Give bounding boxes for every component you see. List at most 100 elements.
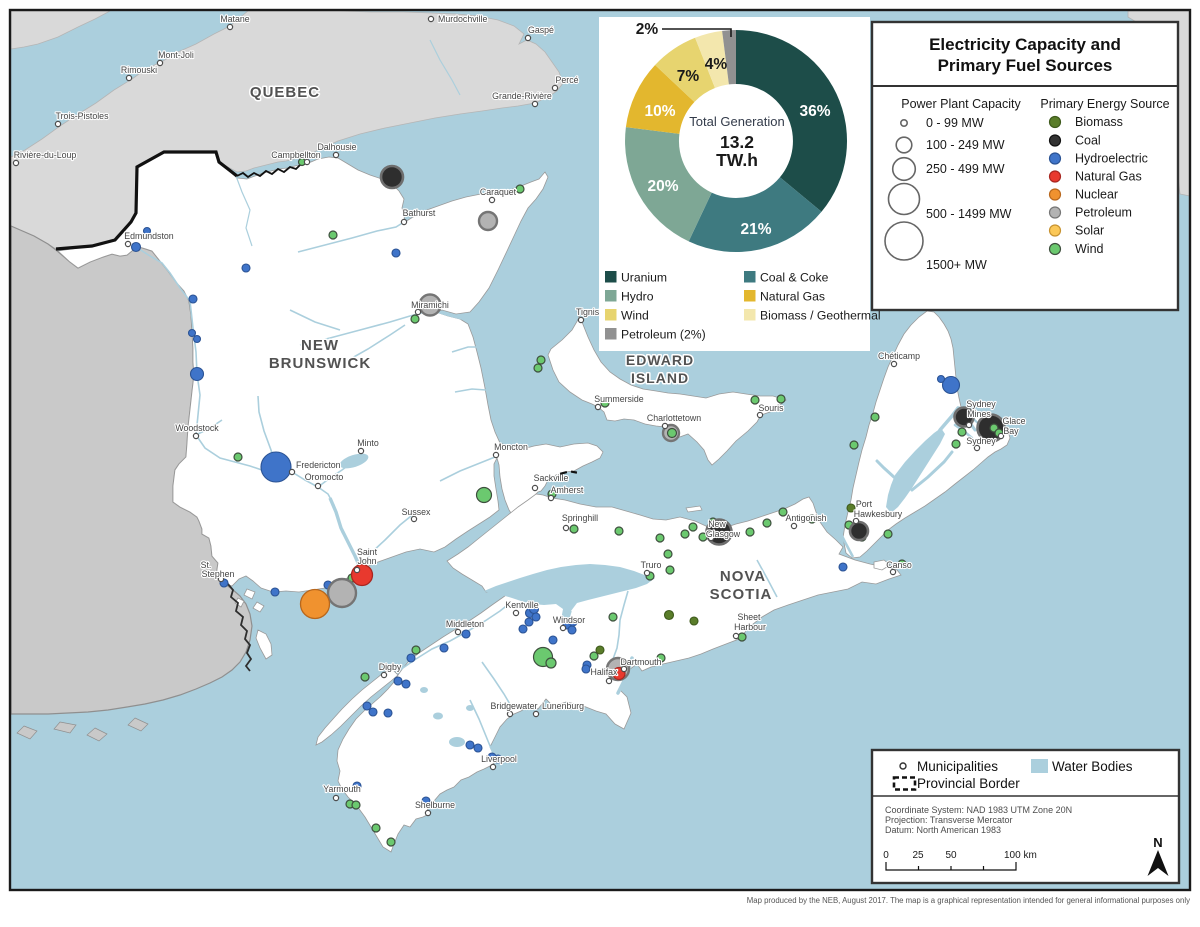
svg-text:QUEBEC: QUEBEC <box>250 84 320 101</box>
svg-text:Mines: Mines <box>967 409 991 419</box>
svg-text:John: John <box>357 556 376 566</box>
svg-text:Souris: Souris <box>759 403 785 413</box>
svg-text:Murdochville: Murdochville <box>438 14 487 24</box>
svg-text:Primary Energy Source: Primary Energy Source <box>1040 97 1169 111</box>
svg-text:TW.h: TW.h <box>716 150 758 170</box>
svg-text:Sheet: Sheet <box>738 612 762 622</box>
svg-text:Shelburne: Shelburne <box>415 800 455 810</box>
svg-text:NEW: NEW <box>301 337 339 354</box>
svg-text:Amherst: Amherst <box>551 485 584 495</box>
svg-text:Coordinate System: NAD 1983 UT: Coordinate System: NAD 1983 UTM Zone 20N <box>885 805 1072 815</box>
svg-text:Sydney: Sydney <box>966 436 996 446</box>
svg-text:Biomass: Biomass <box>1075 115 1123 129</box>
svg-text:New: New <box>708 519 726 529</box>
svg-text:Trois-Pistoles: Trois-Pistoles <box>56 111 110 121</box>
svg-text:1500+ MW: 1500+ MW <box>926 258 987 272</box>
svg-text:0: 0 <box>883 850 889 861</box>
svg-text:Percé: Percé <box>556 75 579 85</box>
svg-text:Antigonish: Antigonish <box>785 513 826 523</box>
svg-text:10%: 10% <box>644 103 675 120</box>
svg-text:Datum: North American 1983: Datum: North American 1983 <box>885 825 1001 835</box>
svg-text:N: N <box>1153 835 1162 850</box>
svg-text:Hawkesbury: Hawkesbury <box>854 509 903 519</box>
svg-text:Coal & Coke: Coal & Coke <box>760 271 829 285</box>
svg-text:Dartmouth: Dartmouth <box>620 657 661 667</box>
svg-text:Wind: Wind <box>621 309 649 323</box>
svg-text:Natural Gas: Natural Gas <box>1075 170 1142 184</box>
svg-text:Wind: Wind <box>1075 242 1104 256</box>
svg-text:7%: 7% <box>677 68 700 85</box>
svg-text:Petroleum (2%): Petroleum (2%) <box>621 328 706 342</box>
svg-text:100 km: 100 km <box>1004 850 1037 861</box>
svg-text:BRUNSWICK: BRUNSWICK <box>269 355 371 372</box>
svg-text:Lunenburg: Lunenburg <box>542 701 584 711</box>
svg-text:13.2: 13.2 <box>720 132 754 152</box>
svg-text:Windsor: Windsor <box>553 615 585 625</box>
svg-text:Dalhousie: Dalhousie <box>317 142 356 152</box>
svg-text:Harbour: Harbour <box>734 622 766 632</box>
svg-text:Uranium: Uranium <box>621 271 667 285</box>
svg-text:Saint: Saint <box>357 547 378 557</box>
svg-text:Springhill: Springhill <box>562 513 598 523</box>
svg-text:100 - 249 MW: 100 - 249 MW <box>926 138 1005 152</box>
svg-text:20%: 20% <box>647 178 678 195</box>
svg-text:Woodstock: Woodstock <box>175 423 219 433</box>
svg-text:Bathurst: Bathurst <box>403 208 436 218</box>
svg-text:Sackville: Sackville <box>534 473 569 483</box>
svg-text:Mont-Joli: Mont-Joli <box>158 50 194 60</box>
svg-text:Sussex: Sussex <box>402 507 431 517</box>
svg-text:Oromocto: Oromocto <box>305 472 344 482</box>
svg-text:Municipalities: Municipalities <box>917 759 998 774</box>
svg-text:21%: 21% <box>740 221 771 238</box>
svg-text:0 - 99 MW: 0 - 99 MW <box>926 116 984 130</box>
svg-text:Moncton: Moncton <box>494 442 528 452</box>
svg-text:500 - 1499 MW: 500 - 1499 MW <box>926 207 1012 221</box>
svg-text:Port: Port <box>856 499 873 509</box>
svg-text:Bridgewater: Bridgewater <box>491 701 538 711</box>
svg-text:Yarmouth: Yarmouth <box>323 784 361 794</box>
svg-text:Nuclear: Nuclear <box>1075 188 1118 202</box>
svg-text:Grande-Rivière: Grande-Rivière <box>492 91 552 101</box>
svg-text:Glace: Glace <box>1003 416 1026 426</box>
svg-text:Campbellton: Campbellton <box>271 150 320 160</box>
svg-text:Miramichi: Miramichi <box>411 300 449 310</box>
svg-text:4%: 4% <box>705 56 728 73</box>
svg-text:Coal: Coal <box>1075 134 1101 148</box>
svg-text:Primary Fuel Sources: Primary Fuel Sources <box>938 56 1113 75</box>
svg-text:Provincial Border: Provincial Border <box>917 776 1020 791</box>
svg-text:Caraquet: Caraquet <box>480 187 517 197</box>
svg-text:Bay: Bay <box>1003 426 1019 436</box>
svg-text:2%: 2% <box>636 21 659 38</box>
svg-text:Tignish: Tignish <box>576 307 604 317</box>
svg-text:Kentville: Kentville <box>505 600 538 610</box>
svg-text:Liverpool: Liverpool <box>481 754 517 764</box>
svg-text:Total Generation: Total Generation <box>689 114 784 129</box>
svg-text:Truro: Truro <box>641 560 662 570</box>
svg-text:Map produced by the NEB, Augus: Map produced by the NEB, August 2017. Th… <box>747 896 1190 905</box>
svg-text:Hydroelectric: Hydroelectric <box>1075 152 1148 166</box>
svg-text:Natural Gas: Natural Gas <box>760 290 825 304</box>
svg-text:Electricity Capacity and: Electricity Capacity and <box>929 35 1121 54</box>
svg-text:EDWARD: EDWARD <box>626 352 694 368</box>
svg-text:36%: 36% <box>799 103 830 120</box>
svg-text:Digby: Digby <box>379 662 402 672</box>
svg-text:Petroleum: Petroleum <box>1075 206 1132 220</box>
svg-text:Hydro: Hydro <box>621 290 654 304</box>
svg-text:Water Bodies: Water Bodies <box>1052 759 1133 774</box>
svg-text:Solar: Solar <box>1075 224 1104 238</box>
svg-text:Matane: Matane <box>220 14 249 24</box>
svg-text:50: 50 <box>945 850 957 861</box>
svg-text:Summerside: Summerside <box>594 394 643 404</box>
svg-text:NOVA: NOVA <box>720 568 766 585</box>
svg-text:Minto: Minto <box>357 438 379 448</box>
svg-text:Power Plant Capacity: Power Plant Capacity <box>901 97 1021 111</box>
svg-text:25: 25 <box>912 850 924 861</box>
svg-text:Middleton: Middleton <box>446 619 484 629</box>
svg-text:SCOTIA: SCOTIA <box>710 586 773 603</box>
svg-text:Glasgow: Glasgow <box>706 529 741 539</box>
svg-text:St.: St. <box>201 560 212 570</box>
svg-text:Halifax: Halifax <box>591 667 618 677</box>
svg-text:Gaspé: Gaspé <box>528 25 554 35</box>
svg-text:Canso: Canso <box>886 560 912 570</box>
svg-text:250 - 499 MW: 250 - 499 MW <box>926 162 1005 176</box>
